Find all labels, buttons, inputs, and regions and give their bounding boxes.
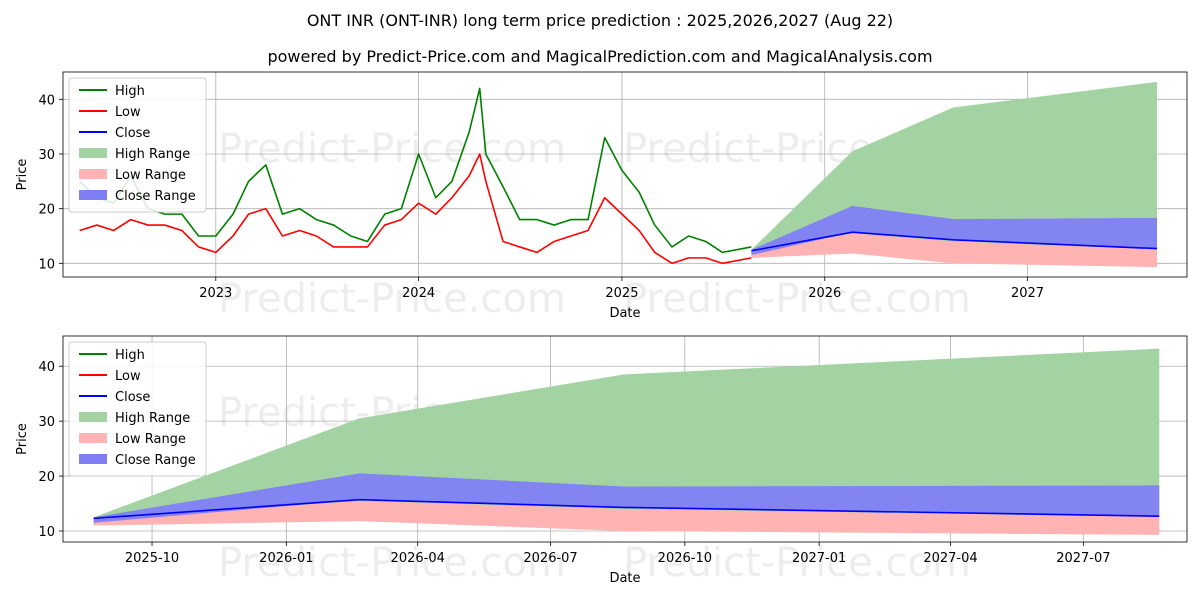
- watermark-text: Predict-Price.com: [623, 540, 971, 586]
- y-axis-label: Price: [15, 159, 30, 191]
- x-tick-label: 2024: [402, 286, 435, 301]
- y-tick-label: 40: [38, 93, 55, 108]
- low-range-band: [751, 233, 1157, 268]
- legend-label: Close Range: [115, 189, 196, 204]
- y-tick-label: 20: [38, 203, 55, 218]
- close-range-band: [93, 473, 1160, 523]
- legend: High Low Close High Range Low Range Close Ran…: [68, 77, 207, 213]
- low-range-legend-swatch: [79, 433, 107, 443]
- legend-label: Low Range: [115, 168, 186, 183]
- legend: High Low Close High Range Low Range Close Ran…: [68, 341, 207, 477]
- x-axis-label: Date: [609, 306, 640, 321]
- axes-frame: [62, 71, 1188, 278]
- watermark-text: Predict-Price.com: [623, 276, 971, 322]
- x-tick-label: 2027-07: [1056, 551, 1110, 566]
- x-tick-label: 2027: [1011, 286, 1044, 301]
- x-tick-label: 2027-04: [923, 551, 977, 566]
- high-series-line: [79, 87, 752, 254]
- chart-title: ONT INR (ONT-INR) long term price predic…: [307, 11, 893, 30]
- legend-label: Low: [115, 369, 141, 384]
- y-tick-label: 10: [38, 525, 55, 540]
- y-tick-label: 40: [38, 360, 55, 375]
- plot-area: [79, 81, 1158, 268]
- y-tick-label: 30: [38, 148, 55, 163]
- y-tick-label: 10: [38, 257, 55, 272]
- x-axis-label: Date: [609, 571, 640, 586]
- legend-label: Close: [115, 126, 150, 141]
- legend-label: Low: [115, 105, 141, 120]
- x-tick-label: 2026-10: [658, 551, 712, 566]
- x-tick-label: 2026-04: [391, 551, 445, 566]
- axes-frame: [62, 335, 1188, 543]
- y-tick-label: 20: [38, 470, 55, 485]
- x-tick-label: 2026-07: [523, 551, 577, 566]
- high-range-legend-swatch: [79, 412, 107, 422]
- watermark-text: Predict-Price.com: [218, 540, 566, 586]
- x-tick-label: 2027-01: [792, 551, 846, 566]
- x-tick-label: 2026-01: [259, 551, 313, 566]
- legend-label: High: [115, 348, 145, 363]
- close-series-line: [93, 498, 1160, 520]
- y-tick-label: 30: [38, 415, 55, 430]
- legend-label: High Range: [115, 411, 190, 426]
- low-series-line: [79, 153, 752, 265]
- close-series-line: [751, 231, 1158, 252]
- legend-label: High: [115, 84, 145, 99]
- x-tick-label: 2023: [199, 286, 232, 301]
- legend-label: High Range: [115, 147, 190, 162]
- close-range-legend-swatch: [79, 454, 107, 464]
- high-range-legend-swatch: [79, 148, 107, 158]
- plot-area: [93, 348, 1160, 535]
- legend-label: Close Range: [115, 453, 196, 468]
- x-tick-label: 2025: [605, 286, 638, 301]
- low-range-legend-swatch: [79, 169, 107, 179]
- watermark-text: Predict-Price.com: [218, 276, 566, 322]
- close-range-legend-swatch: [79, 190, 107, 200]
- x-tick-label: 2026: [808, 286, 841, 301]
- bottom-panel: Predict-Price.comPredict-Price.comPredic…: [15, 335, 1188, 586]
- low-range-band: [93, 500, 1160, 535]
- y-axis-label: Price: [15, 423, 30, 455]
- close-range-band: [751, 205, 1157, 256]
- x-tick-label: 2025-10: [125, 551, 179, 566]
- top-panel: Predict-Price.com Predict-Price.com Predic…: [15, 71, 1188, 322]
- chart-subtitle: powered by Predict-Price.com and Magical…: [267, 47, 932, 66]
- legend-label: Close: [115, 390, 150, 405]
- legend-label: Low Range: [115, 432, 186, 447]
- watermark-text: Predict-Price.com: [218, 126, 566, 172]
